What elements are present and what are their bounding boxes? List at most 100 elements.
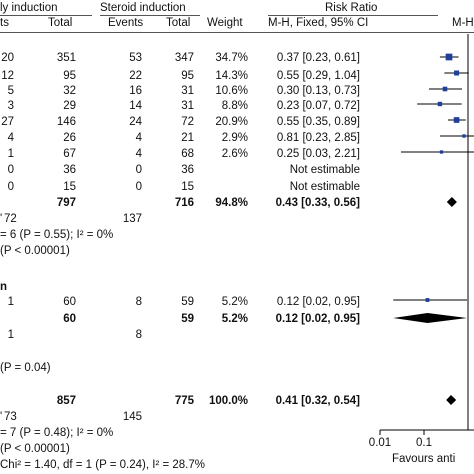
- ci-cell: 0.30 [0.13, 0.73]: [276, 85, 360, 97]
- study-marker: [453, 117, 460, 123]
- ci-cell: 0.37 [0.23, 0.61]: [276, 52, 360, 64]
- pooled-diamond: [393, 313, 468, 323]
- events1-cell: 12: [1, 70, 14, 82]
- subtotal-total2: 716: [174, 197, 194, 209]
- total2-cell: 15: [181, 181, 194, 193]
- col-method-right: M-H: [452, 17, 474, 29]
- weight-cell: 5.2%: [221, 296, 248, 308]
- events-total1-all: 73: [4, 411, 17, 423]
- overall-effect-2: (P = 0.04): [0, 362, 51, 374]
- overall-effect-total: (P < 0.00001): [0, 443, 70, 455]
- weight-cell: 2.6%: [221, 148, 248, 160]
- effect-header: Risk Ratio: [325, 2, 378, 14]
- heterogeneity-1: = 6 (P = 0.55); I² = 0%: [0, 229, 114, 241]
- header-underline-2: [100, 15, 200, 16]
- header-underline-3: [268, 15, 438, 16]
- events-total1-2: 1: [7, 329, 14, 341]
- events2-cell: 16: [129, 85, 142, 97]
- events2-cell: 4: [135, 132, 142, 144]
- events1-cell: 5: [7, 85, 14, 97]
- group2-header: Steroid induction: [100, 2, 186, 14]
- header-underline-1: [0, 15, 92, 16]
- events-total2-all: 145: [122, 411, 142, 423]
- total1-cell: 32: [63, 85, 76, 97]
- weight-cell: 34.7%: [215, 52, 248, 64]
- total2-cell: 59: [181, 296, 194, 308]
- events2-cell: 4: [135, 148, 142, 160]
- total2-cell: 21: [181, 132, 194, 144]
- subtotal-total2: 59: [181, 313, 194, 325]
- subtotal-total1: 797: [56, 197, 76, 209]
- study-marker: [425, 298, 430, 302]
- events2-cell: 14: [129, 100, 142, 112]
- ci-cell: Not estimable: [289, 181, 360, 193]
- events1-cell: 20: [1, 52, 14, 64]
- grand-total2: 775: [174, 395, 194, 407]
- events1-cell: 27: [1, 116, 14, 128]
- events2-cell: 22: [129, 70, 142, 82]
- study-marker: [442, 86, 448, 92]
- events1-cell: 4: [7, 132, 14, 144]
- subtotal-total1: 60: [63, 313, 76, 325]
- weight-cell: 20.9%: [215, 116, 248, 128]
- col-method: M-H, Fixed, 95% CI: [268, 17, 369, 29]
- ci-cell: 0.25 [0.03, 2.21]: [276, 148, 360, 160]
- events2-cell: 24: [129, 116, 142, 128]
- heterogeneity-total: = 7 (P = 0.48); I² = 0%: [0, 427, 114, 439]
- ci-cell: 0.81 [0.23, 2.85]: [276, 132, 360, 144]
- events-total2-2: 8: [135, 329, 142, 341]
- weight-cell: 14.3%: [215, 70, 248, 82]
- subgroup2-label: n: [0, 281, 8, 293]
- ci-cell: 0.55 [0.35, 0.89]: [276, 116, 360, 128]
- total1-cell: 60: [63, 296, 76, 308]
- favours-label: Favours anti: [392, 453, 456, 465]
- col-total2: Total: [166, 17, 191, 29]
- axis-tick-label: 0.01: [368, 437, 392, 449]
- study-marker: [439, 150, 444, 154]
- total1-cell: 36: [63, 164, 76, 176]
- study-marker: [445, 53, 453, 61]
- total1-cell: 146: [56, 116, 76, 128]
- weight-cell: 8.8%: [221, 100, 248, 112]
- ci-cell: 0.12 [0.02, 0.95]: [276, 296, 360, 308]
- col-events2: Events: [108, 17, 144, 29]
- ci-cell: 0.23 [0.07, 0.72]: [276, 100, 360, 112]
- total1-cell: 95: [63, 70, 76, 82]
- study-marker: [462, 134, 466, 138]
- study-marker: [437, 101, 443, 107]
- total2-cell: 31: [181, 85, 194, 97]
- ci-cell: Not estimable: [289, 164, 360, 176]
- subtotal-ci: 0.12 [0.02, 0.95]: [275, 313, 360, 325]
- events-total1-1: 72: [4, 213, 17, 225]
- events2-cell: 0: [135, 181, 142, 193]
- subtotal-weight: 94.8%: [215, 197, 248, 209]
- total2-cell: 36: [181, 164, 194, 176]
- header-bottom-rule: [0, 32, 474, 33]
- grand-ci: 0.41 [0.32, 0.54]: [275, 395, 360, 407]
- weight-cell: 2.9%: [221, 132, 248, 144]
- axis-tick-label: 0.1: [416, 437, 432, 449]
- pooled-diamond: [446, 197, 457, 207]
- events1-cell: 3: [7, 100, 14, 112]
- total1-cell: 29: [63, 100, 76, 112]
- total2-cell: 31: [181, 100, 194, 112]
- total2-cell: 95: [181, 70, 194, 82]
- events1-cell: 1: [7, 296, 14, 308]
- study-marker: [454, 70, 460, 76]
- events2-cell: 53: [129, 52, 142, 64]
- total2-cell: 347: [174, 52, 194, 64]
- total1-cell: 15: [63, 181, 76, 193]
- events-prefix-total: ': [0, 411, 3, 423]
- total1-cell: 351: [56, 52, 76, 64]
- group1-header: ly induction: [0, 2, 58, 14]
- events1-cell: 1: [7, 148, 14, 160]
- subtotal-weight: 5.2%: [221, 313, 248, 325]
- total1-cell: 26: [63, 132, 76, 144]
- events2-cell: 8: [135, 296, 142, 308]
- col-total1: Total: [48, 17, 73, 29]
- events1-cell: 0: [7, 164, 14, 176]
- col-events1: ts: [0, 17, 9, 29]
- ci-cell: 0.55 [0.29, 1.04]: [276, 70, 360, 82]
- weight-cell: 10.6%: [215, 85, 248, 97]
